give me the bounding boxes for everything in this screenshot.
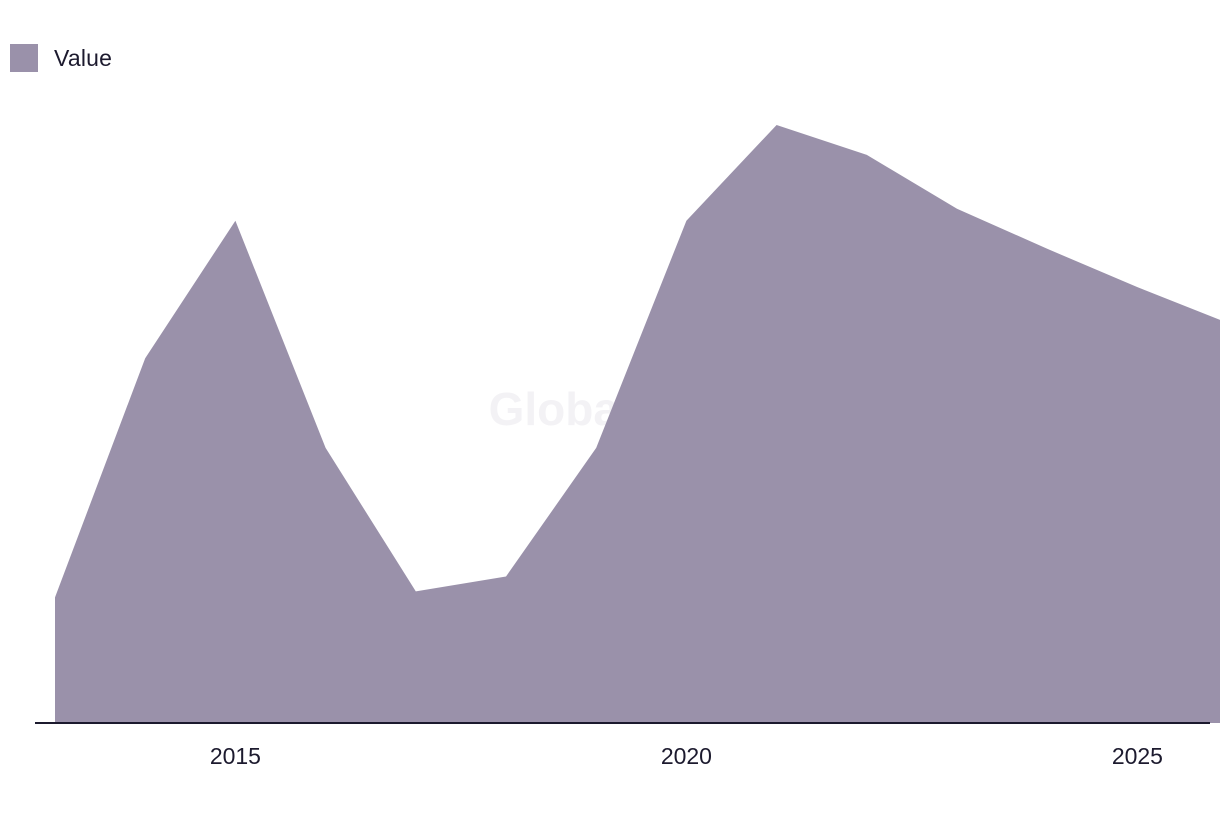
series-area-value (55, 125, 1220, 723)
legend-label: Value (54, 44, 113, 71)
x-tick-label-2025: 2025 (1112, 743, 1163, 769)
x-tick-label-2015: 2015 (210, 743, 261, 769)
x-axis-ticks: 2015202020252030203520402045205020552060… (210, 743, 1163, 769)
x-tick-label-2020: 2020 (661, 743, 712, 769)
legend-swatch (10, 44, 38, 72)
legend: Value (10, 44, 112, 72)
